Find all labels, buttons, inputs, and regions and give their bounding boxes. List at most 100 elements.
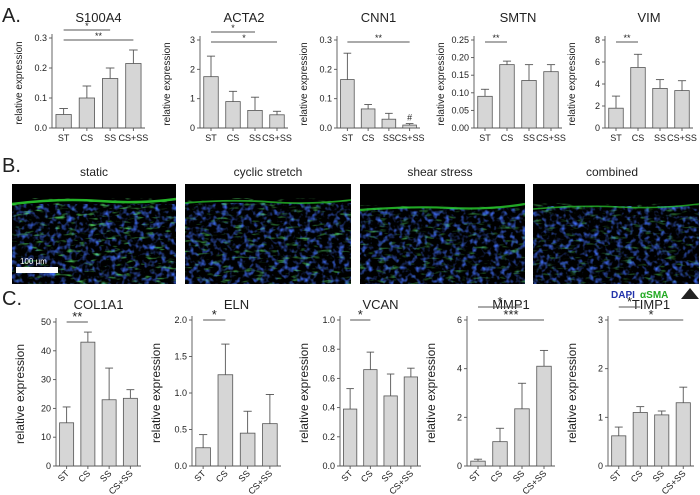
y-tick-label: 0.0 xyxy=(174,461,187,471)
bar xyxy=(101,399,117,467)
y-axis-label: relative expression xyxy=(565,343,579,443)
y-tick-label: 0.10 xyxy=(451,88,469,98)
y-tick-label: 1.0 xyxy=(322,315,335,325)
bar xyxy=(239,432,256,467)
legend-dapi: DAPI xyxy=(611,290,635,301)
x-tick-label: SS xyxy=(383,133,395,143)
bar xyxy=(122,397,138,467)
x-tick-label: ST xyxy=(342,133,354,143)
significance-label: ** xyxy=(492,33,500,43)
x-tick-label: ST xyxy=(339,468,355,484)
panel-letter-b: B. xyxy=(2,155,21,177)
y-tick-label: 0.6 xyxy=(322,373,335,383)
bar xyxy=(102,78,119,129)
x-tick-label: SS xyxy=(523,133,535,143)
chart-s100a4: S100A4 relative expression 0.0 0.1 0.2 0.3 ST C… xyxy=(14,10,148,143)
x-tick-label: CS xyxy=(629,468,645,484)
y-tick-label: 50 xyxy=(41,317,51,327)
point-mark-label: # xyxy=(407,113,412,123)
bar xyxy=(343,408,358,467)
y-tick-label: 0 xyxy=(46,461,51,471)
y-axis-label: relative expression xyxy=(299,42,310,125)
significance-label: ** xyxy=(72,309,82,324)
bar xyxy=(654,414,670,467)
y-axis-label: relative expression xyxy=(162,42,173,125)
bar xyxy=(360,108,376,129)
significance-label: * xyxy=(212,307,217,322)
significance-label: * xyxy=(242,33,246,43)
y-tick-label: 1 xyxy=(598,412,603,422)
bar xyxy=(402,124,417,129)
bar xyxy=(403,376,418,467)
chart-eln: ELN relative expression 0.0 0.5 1.0 1.5 2.0 ST C… xyxy=(149,297,281,495)
y-tick-label: 4 xyxy=(595,79,600,89)
scale-bar-label: 100 μm xyxy=(20,257,47,266)
y-tick-label: 4 xyxy=(457,364,462,374)
y-tick-label: 0 xyxy=(598,461,603,471)
chart-title: VCAN xyxy=(362,297,398,312)
chart-cnn1: CNN1 relative expression 0.0 0.1 0.2 0.3 ST CS S… xyxy=(299,10,425,143)
x-tick-label: CS+SS xyxy=(107,468,135,495)
y-tick-label: 0.0 xyxy=(319,123,332,133)
chart-title: SMTN xyxy=(500,10,537,25)
y-tick-label: 0.8 xyxy=(322,344,335,354)
bar xyxy=(125,63,142,129)
bar xyxy=(477,95,493,129)
y-tick-label: 0.5 xyxy=(174,425,187,435)
chart-title: S100A4 xyxy=(75,10,121,25)
bar xyxy=(543,71,559,129)
y-tick-label: 20 xyxy=(41,403,51,413)
significance-label: ** xyxy=(375,33,383,43)
bar xyxy=(611,435,627,467)
y-tick-label: 8 xyxy=(595,35,600,45)
x-tick-label: SS xyxy=(249,133,261,143)
x-tick-label: CS+SS xyxy=(246,468,274,495)
y-tick-label: 6 xyxy=(595,57,600,67)
x-tick-label: ST xyxy=(467,468,483,484)
y-tick-label: 3 xyxy=(190,35,195,45)
x-tick-label: SS xyxy=(379,468,395,484)
scale-bar xyxy=(16,267,58,273)
micrograph-label-cyclic-stretch: cyclic stretch xyxy=(234,165,303,179)
y-tick-label: 3 xyxy=(598,315,603,325)
y-tick-label: 1 xyxy=(190,94,195,104)
bar xyxy=(59,422,75,467)
x-tick-label: ST xyxy=(205,133,217,143)
panel-letter-c: C. xyxy=(2,288,22,310)
x-tick-label: CS xyxy=(632,133,645,143)
bar xyxy=(675,402,691,467)
bar xyxy=(632,412,648,467)
legend-asma: αSMA xyxy=(640,290,668,301)
x-tick-label: SS xyxy=(651,468,667,484)
y-tick-label: 2 xyxy=(598,364,603,374)
bar xyxy=(217,374,234,467)
x-tick-label: ST xyxy=(192,468,208,484)
y-tick-label: 0.20 xyxy=(451,53,469,63)
y-tick-label: 0 xyxy=(190,123,195,133)
x-tick-label: ST xyxy=(479,133,491,143)
y-axis-label: relative expression xyxy=(297,343,311,443)
x-tick-label: CS+SS xyxy=(520,468,548,495)
y-tick-label: 0.15 xyxy=(451,70,469,80)
significance-label: ** xyxy=(95,31,103,41)
y-tick-label: 10 xyxy=(41,432,51,442)
y-tick-label: 0.3 xyxy=(319,35,332,45)
x-tick-label: SS xyxy=(654,133,666,143)
significance-label: * xyxy=(231,23,235,33)
y-tick-label: 0.0 xyxy=(322,461,335,471)
y-tick-label: 0.2 xyxy=(319,64,332,74)
triangle-up-icon xyxy=(681,288,699,299)
y-tick-label: 0.2 xyxy=(322,432,335,442)
chart-acta2: ACTA2 relative expression 0 1 2 3 ST CS SS CS+SS *… xyxy=(162,10,292,143)
chart-vim: VIM relative expression 0 2 4 6 8 ST CS SS CS+SS ** xyxy=(567,10,697,143)
y-axis-label: relative expression xyxy=(567,42,578,125)
y-tick-label: 0.00 xyxy=(451,123,469,133)
x-tick-label: ST xyxy=(608,468,624,484)
x-tick-label: CS+SS xyxy=(262,133,292,143)
significance-label: * xyxy=(358,307,363,322)
x-tick-label: CS xyxy=(227,133,240,143)
